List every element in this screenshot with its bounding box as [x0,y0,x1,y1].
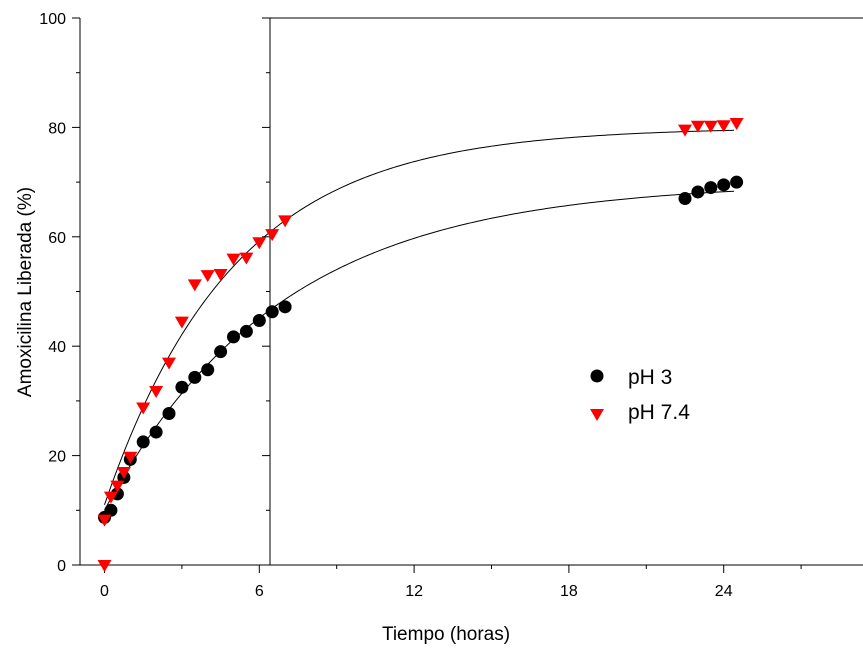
legend-marker-ph3 [590,369,604,383]
data-point-ph3 [149,425,163,439]
data-point-ph74 [116,467,131,480]
data-point-ph74 [174,316,189,329]
data-point-ph3 [678,192,692,206]
x-tick-label: 12 [405,583,423,600]
data-point-ph74 [97,514,112,527]
fit-curve-series-0 [104,190,735,511]
y-tick-label: 100 [39,11,66,28]
data-point-ph3 [278,300,292,314]
data-point-ph74 [162,357,176,370]
y-tick-label: 20 [48,449,66,466]
data-point-ph3 [188,370,202,384]
data-point-ph3 [214,345,228,359]
data-point-ph3 [730,175,744,189]
data-point-ph3 [704,181,718,195]
data-point-ph3 [104,503,118,517]
data-point-ph3 [227,330,240,344]
data-point-ph74 [226,253,241,266]
data-point-ph3 [162,406,176,420]
data-point-ph74 [265,229,280,242]
legend-label-ph74: pH 7.4 [628,401,690,424]
data-point-ph74 [690,120,705,133]
data-point-ph74 [200,270,215,283]
data-point-ph74 [110,480,125,493]
data-point-ph3 [252,313,266,327]
data-point-ph74 [716,120,731,133]
data-point-ph74 [252,237,267,250]
data-point-ph3 [239,324,253,338]
y-tick-label: 80 [48,120,66,137]
data-point-ph74 [123,451,138,464]
x-tick-label: 6 [255,583,264,600]
data-point-ph74 [97,560,112,572]
y-tick-label: 60 [48,230,66,247]
plot-frame [79,17,863,566]
axis-ticks: 0 6 12 18 24 0 20 40 60 80 100 [39,11,802,600]
data-point-ph74 [239,252,254,265]
y-tick-label: 0 [57,558,66,575]
legend-label-ph3: pH 3 [628,366,672,389]
data-point-ph74 [278,215,293,228]
legend: pH 3 pH 7.4 [590,366,690,424]
x-tick-label: 18 [560,583,578,600]
data-point-ph3 [265,305,279,319]
data-point-ph3 [691,185,705,199]
data-point-ph3 [717,178,731,192]
data-point-ph74 [703,120,718,133]
fit-curves [104,129,735,511]
y-tick-label: 40 [48,339,66,356]
data-point-ph74 [213,268,228,281]
x-tick-label: 24 [715,583,733,600]
data-point-ph74 [729,118,744,131]
data-point-ph74 [136,402,151,415]
data-point-ph74 [187,279,202,292]
data-point-ph3 [201,363,215,377]
data-point-ph3 [175,380,189,394]
data-point-ph74 [149,386,164,399]
legend-marker-ph74 [590,409,604,421]
data-point-ph74 [678,124,692,137]
data-points [97,118,744,572]
x-tick-label: 0 [100,583,109,600]
data-point-ph74 [103,491,118,504]
y-axis-title: Amoxicilina Liberada (%) [15,187,36,397]
fit-curve-series-1 [104,129,735,505]
x-axis-title: Tiempo (horas) [382,624,510,645]
data-point-ph3 [136,435,150,449]
